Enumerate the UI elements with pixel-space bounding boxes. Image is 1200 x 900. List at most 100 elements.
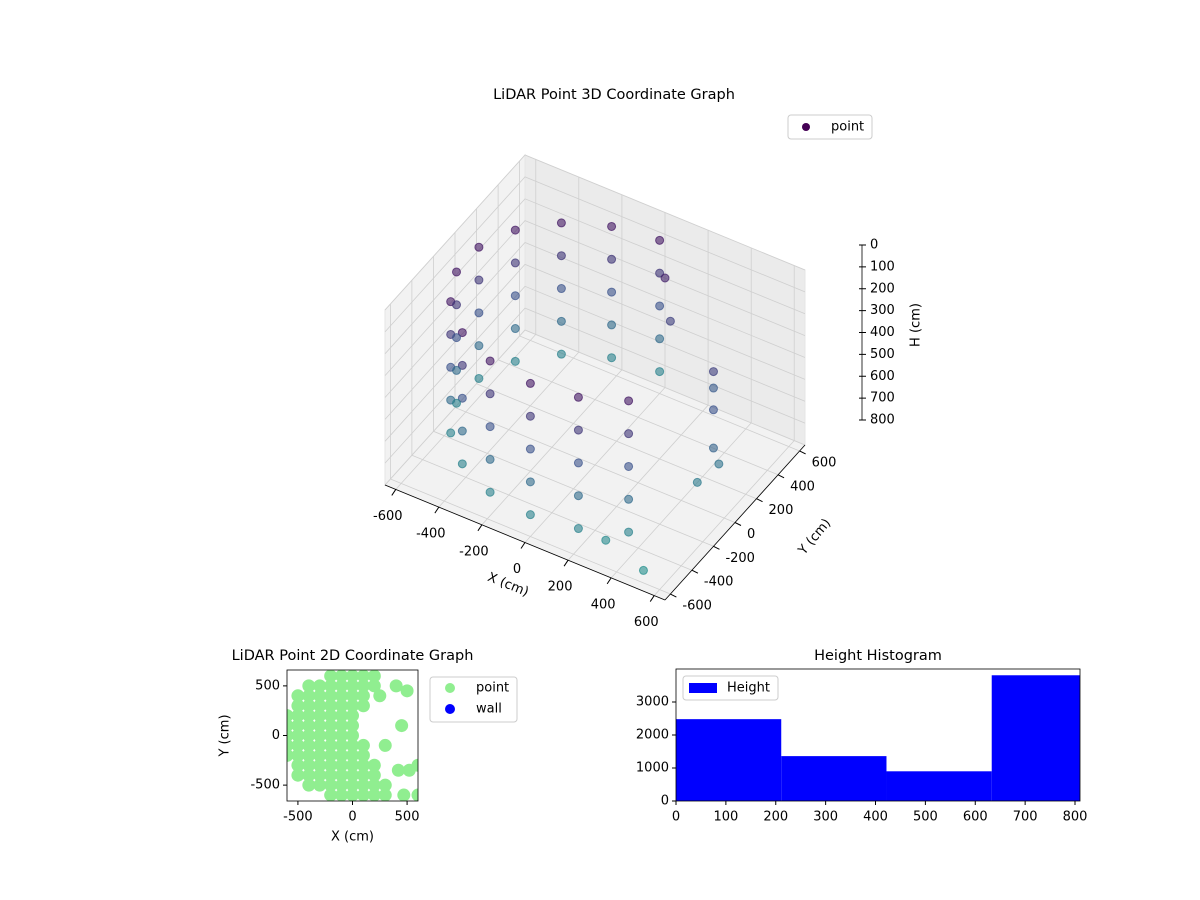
- point: [389, 679, 403, 693]
- point: [313, 729, 327, 742]
- point: [485, 356, 495, 366]
- point: [313, 738, 327, 752]
- point: [302, 679, 316, 693]
- point: [302, 778, 316, 792]
- bar: [676, 719, 782, 801]
- point: [356, 758, 370, 772]
- point: [356, 738, 370, 752]
- plot-area: [676, 675, 1080, 801]
- point: [655, 235, 665, 245]
- point: [367, 768, 381, 782]
- point: [287, 738, 294, 752]
- legend-label: point: [831, 120, 864, 135]
- point: [302, 709, 316, 723]
- point: [708, 405, 718, 415]
- point: [624, 396, 634, 406]
- z-tick-label: 500: [870, 347, 895, 362]
- y-tick-label: 1000: [636, 761, 669, 776]
- point: [291, 738, 305, 752]
- point: [510, 258, 520, 268]
- point: [573, 425, 583, 435]
- x-tick-label: 0: [513, 562, 521, 577]
- point: [692, 477, 702, 487]
- z-tick-label: 600: [870, 369, 895, 384]
- point: [291, 768, 305, 782]
- point: [287, 729, 294, 742]
- point: [313, 719, 327, 733]
- point: [397, 788, 411, 801]
- grid-line: [384, 242, 806, 398]
- point: [525, 477, 535, 487]
- point: [660, 273, 670, 283]
- y-tick: [756, 498, 763, 503]
- y-tick-label: 2000: [636, 728, 669, 743]
- point: [302, 699, 316, 713]
- point: [573, 524, 583, 534]
- x-tick-label: 500: [913, 810, 938, 825]
- point: [313, 778, 327, 792]
- point: [607, 287, 617, 297]
- x-axis: [384, 484, 666, 601]
- chart-title: LiDAR Point 2D Coordinate Graph: [232, 648, 474, 664]
- point: [457, 393, 467, 403]
- x-tick-label: -400: [416, 527, 446, 542]
- point: [313, 748, 327, 762]
- point: [346, 729, 359, 742]
- point: [346, 748, 359, 762]
- point: [452, 267, 462, 277]
- y-axis-label: Y (cm): [795, 516, 834, 559]
- grid-line: [384, 154, 806, 311]
- point: [346, 719, 359, 733]
- point: [373, 689, 387, 703]
- x-tick-label: 0: [672, 810, 680, 825]
- point: [346, 788, 359, 801]
- z-tick-label: 300: [870, 303, 895, 318]
- y-tick: [670, 593, 677, 598]
- point: [302, 729, 316, 742]
- point: [324, 748, 338, 762]
- axes-histogram: Height Histogram Height 0 100 200 300 400 500 60…: [636, 648, 1088, 825]
- point: [474, 308, 484, 318]
- x-tick: [434, 506, 440, 514]
- point: [452, 365, 462, 375]
- point: [335, 689, 349, 703]
- point: [607, 254, 617, 264]
- y-tick-label: 500: [255, 678, 280, 693]
- bar: [991, 675, 1080, 801]
- point: [324, 768, 338, 782]
- legend-marker: [689, 683, 717, 693]
- axes-2d: LiDAR Point 2D Coordinate Graph point wall…: [218, 648, 518, 845]
- point: [457, 459, 467, 469]
- point: [638, 565, 648, 575]
- point: [457, 328, 467, 338]
- point: [324, 689, 338, 703]
- point: [624, 429, 634, 439]
- point: [556, 251, 566, 261]
- point: [335, 758, 349, 772]
- x-tick-label: -500: [283, 810, 313, 825]
- point: [291, 689, 305, 703]
- point: [714, 459, 724, 469]
- point: [335, 679, 349, 693]
- point: [367, 778, 381, 792]
- point: [395, 719, 409, 733]
- point: [287, 709, 294, 723]
- point: [335, 778, 349, 792]
- legend-label: Height: [727, 681, 770, 696]
- point: [302, 719, 316, 733]
- point: [525, 411, 535, 421]
- point: [346, 738, 359, 752]
- point: [452, 333, 462, 343]
- point: [665, 316, 675, 326]
- point: [378, 738, 392, 752]
- point: [452, 398, 462, 408]
- x-tick-label: -200: [459, 544, 489, 559]
- point: [324, 709, 338, 723]
- point: [356, 670, 370, 683]
- grid-line: [384, 176, 806, 333]
- x-axis-label: X (cm): [485, 570, 530, 600]
- z-tick-label: 200: [870, 281, 895, 296]
- point: [474, 242, 484, 252]
- point: [510, 291, 520, 301]
- point: [556, 316, 566, 326]
